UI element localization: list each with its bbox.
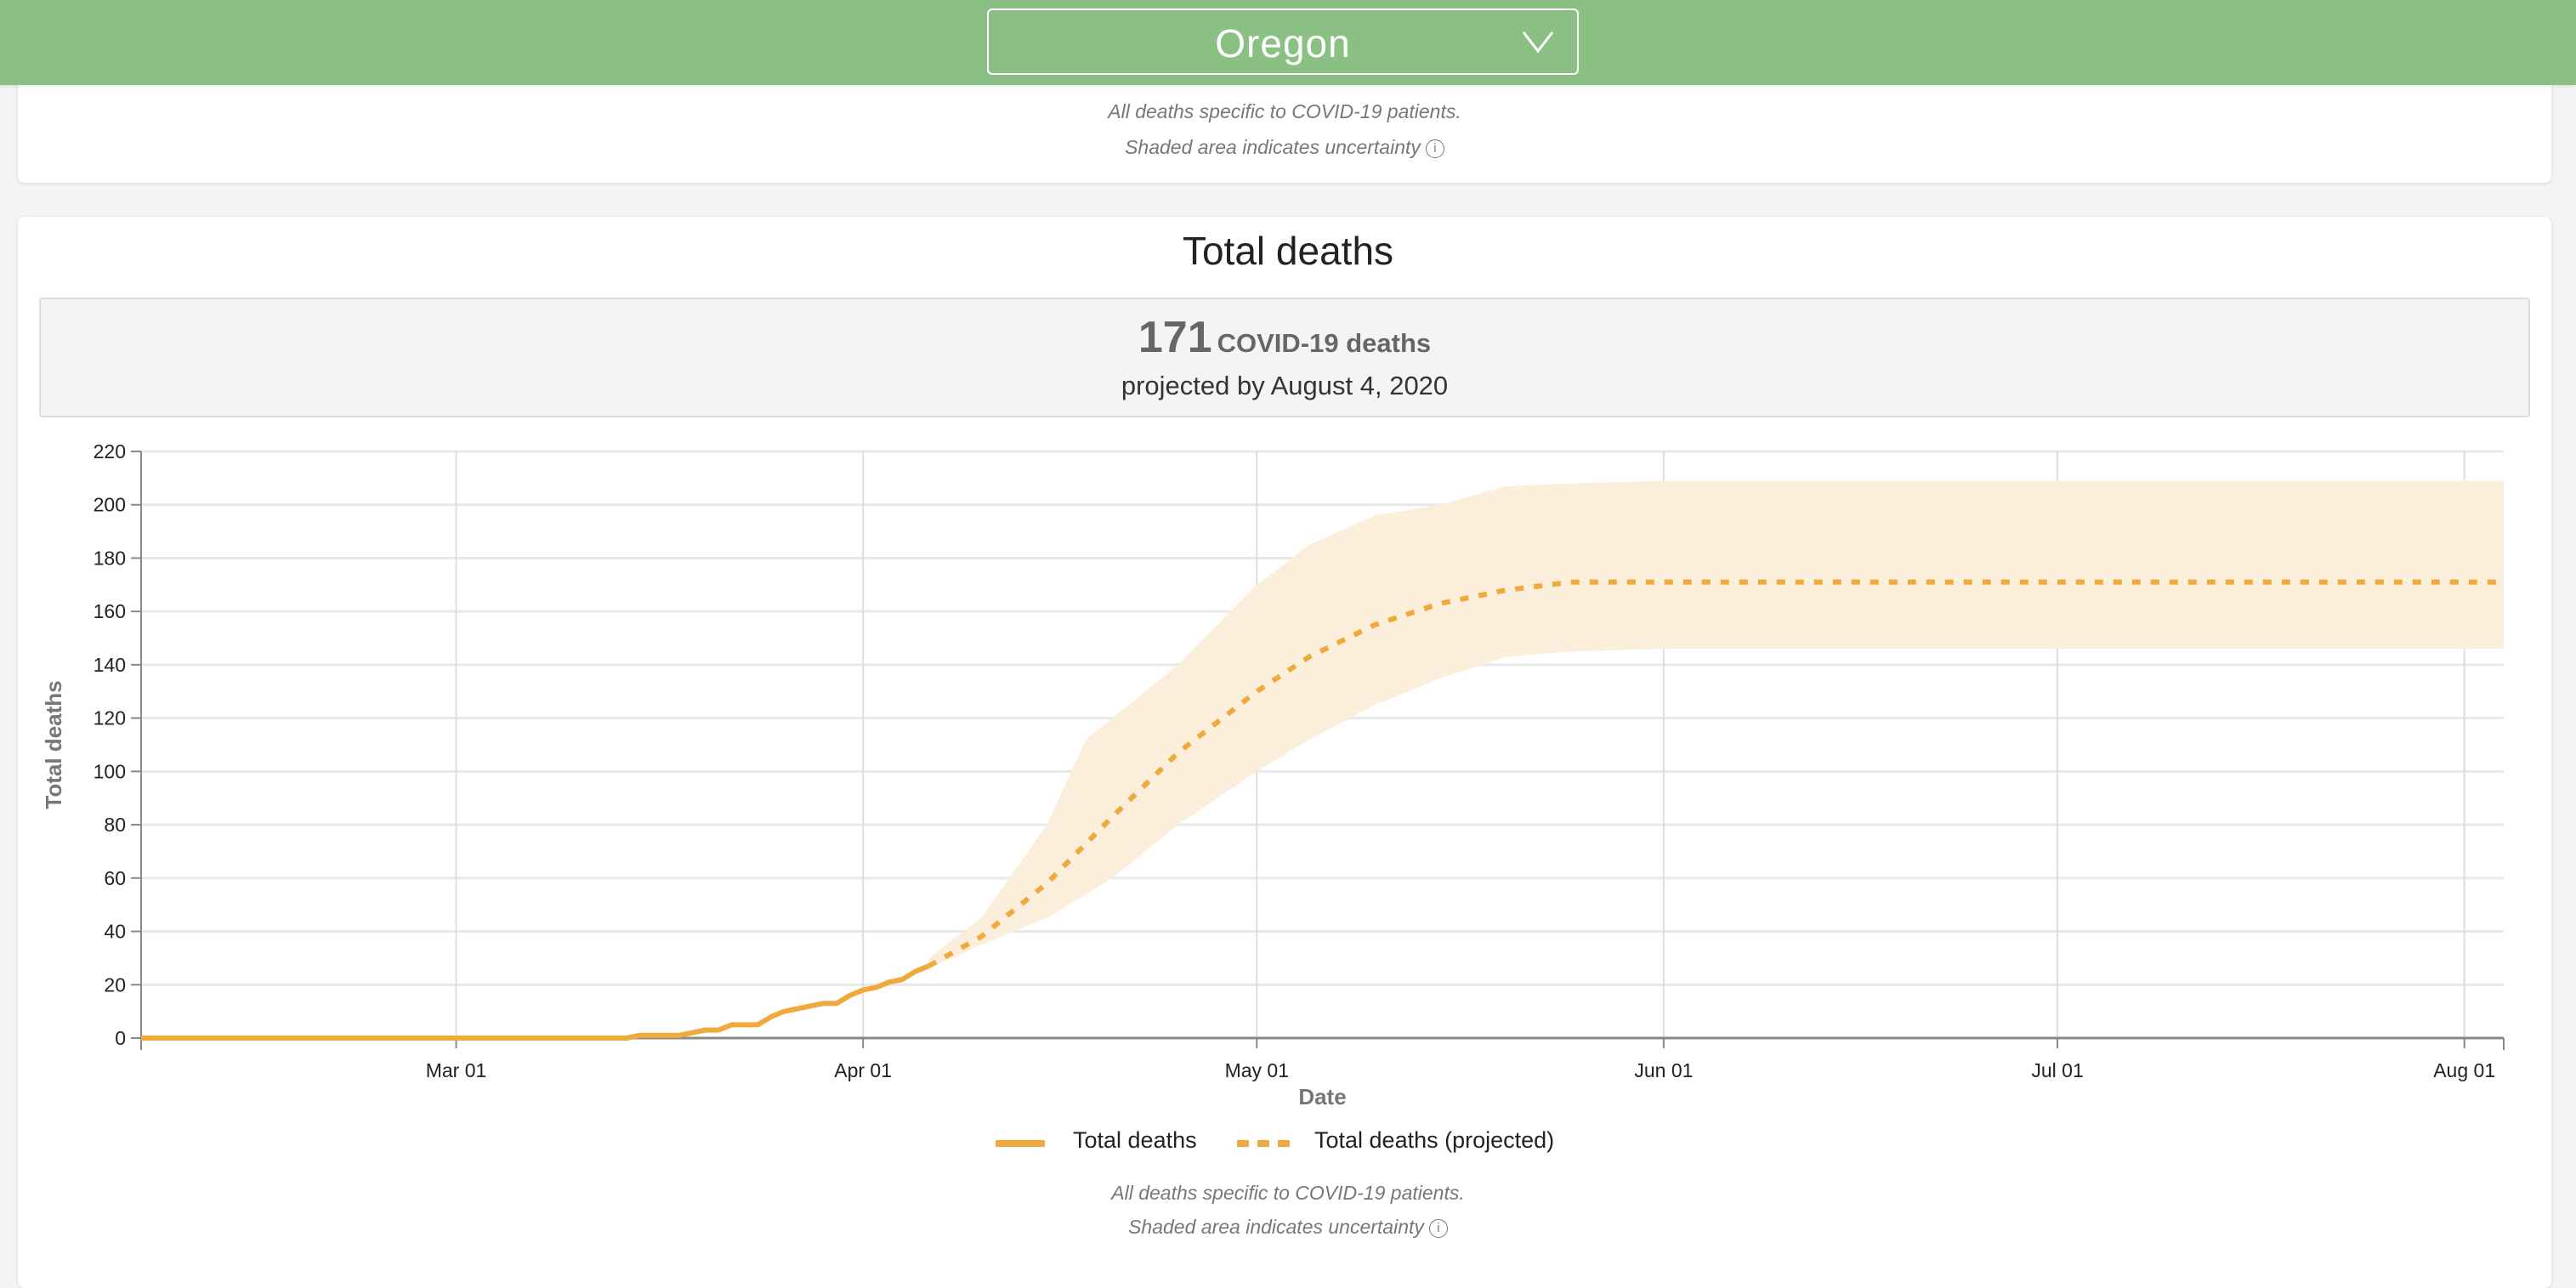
y-tick-label: 20: [104, 973, 126, 996]
projected-deaths-number: 171: [1138, 313, 1212, 362]
summary-subtitle: projected by August 4, 2020: [1121, 371, 1449, 400]
x-tick-label: Jul 01: [2031, 1059, 2083, 1081]
x-tick-label: Jun 01: [1634, 1059, 1693, 1081]
y-tick-label: 160: [94, 600, 126, 622]
chart-note: All deaths specific to COVID-19 patients…: [1111, 1182, 1465, 1204]
y-tick-label: 200: [94, 494, 126, 516]
series-line-total-deaths: [141, 963, 930, 1041]
x-tick-label: Aug 01: [2433, 1059, 2495, 1081]
legend-swatch-dashed: [1237, 1140, 1290, 1147]
y-tick-label: 80: [104, 814, 126, 836]
y-tick-label: 0: [115, 1027, 126, 1049]
x-tick-label: May 01: [1225, 1059, 1289, 1081]
total-deaths-chart: 0 20 40 60 80 100 120 140 160 180 200 220 Mar 01 Apr …: [41, 440, 2505, 1109]
summary-box: 171 COVID-19 deaths projected by August 4…: [39, 298, 2530, 417]
summary-headline: 171 COVID-19 deaths: [41, 312, 2528, 363]
y-tick-label: 100: [94, 760, 126, 782]
header-bar: Oregon: [0, 0, 2576, 85]
legend-label-total-deaths: Total deaths: [1073, 1127, 1197, 1153]
info-circle-icon[interactable]: i: [1425, 139, 1444, 158]
x-axis-title: Date: [1298, 1084, 1346, 1109]
chart-legend: Total deaths Total deaths (projected): [0, 1124, 2576, 1161]
legend-swatch-solid: [996, 1140, 1045, 1147]
chart-note: All deaths specific to COVID-19 patients…: [1108, 100, 1461, 122]
uncertainty-note-text: Shaded area indicates uncertainty: [1125, 136, 1421, 158]
uncertainty-band: [928, 480, 2504, 969]
x-tick-label: Mar 01: [426, 1059, 487, 1081]
y-tick-label: 220: [94, 440, 126, 462]
chart-title: Total deaths: [1182, 229, 1394, 273]
y-tick-label: 60: [104, 867, 126, 889]
uncertainty-note: Shaded area indicates uncertainty i: [0, 1216, 2576, 1239]
chevron-down-icon: [1522, 31, 1554, 54]
uncertainty-note-text: Shaded area indicates uncertainty: [1128, 1216, 1424, 1238]
y-tick-label: 40: [104, 921, 126, 943]
uncertainty-note: Shaded area indicates uncertainty i: [18, 136, 2551, 159]
x-tick-label: Apr 01: [834, 1059, 892, 1081]
y-tick-label: 180: [94, 547, 126, 569]
projected-deaths-unit: COVID-19 deaths: [1217, 328, 1432, 358]
legend-label-projected: Total deaths (projected): [1314, 1127, 1555, 1153]
info-circle-icon[interactable]: i: [1428, 1218, 1448, 1238]
state-select-dropdown[interactable]: Oregon: [987, 9, 1579, 75]
series-line-projected: [927, 579, 2504, 968]
state-select-value: Oregon: [1215, 21, 1351, 65]
y-tick-label: 140: [94, 654, 126, 676]
y-tick-label: 120: [94, 707, 126, 729]
y-axis-title: Total deaths: [41, 680, 66, 809]
